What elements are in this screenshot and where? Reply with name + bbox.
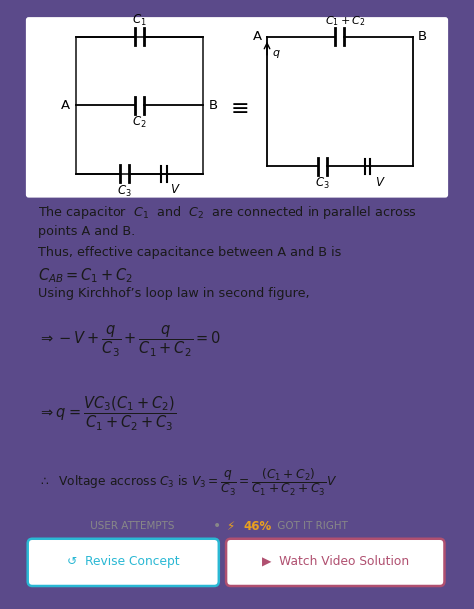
Text: ⚡: ⚡ [226, 520, 234, 533]
FancyBboxPatch shape [27, 539, 219, 586]
Text: $C_2$: $C_2$ [132, 115, 147, 130]
Text: GOT IT RIGHT: GOT IT RIGHT [274, 521, 348, 532]
Text: $\therefore$  Voltage accross $C_3$ is $V_3 = \dfrac{q}{C_3} = \dfrac{(C_1 + C_2: $\therefore$ Voltage accross $C_3$ is $V… [38, 467, 337, 498]
FancyBboxPatch shape [226, 539, 445, 586]
Text: Thus, effective capacitance between A and B is: Thus, effective capacitance between A an… [38, 246, 341, 259]
Text: $C_1 + C_2$: $C_1 + C_2$ [325, 15, 365, 29]
Text: $\Rightarrow -V + \dfrac{q}{C_3} + \dfrac{q}{C_1 + C_2} = 0$: $\Rightarrow -V + \dfrac{q}{C_3} + \dfra… [38, 323, 221, 359]
Text: $\Rightarrow q = \dfrac{VC_3(C_1 + C_2)}{C_1 + C_2 + C_3}$: $\Rightarrow q = \dfrac{VC_3(C_1 + C_2)}… [38, 395, 176, 434]
Text: $\mathit{C_{AB}} = C_1 + C_2$: $\mathit{C_{AB}} = C_1 + C_2$ [38, 267, 133, 285]
Text: 1438: 1438 [50, 520, 83, 533]
Text: A: A [61, 99, 71, 112]
Text: ▶  Watch Video Solution: ▶ Watch Video Solution [262, 555, 409, 568]
Text: A: A [253, 30, 262, 43]
Text: $C_3$: $C_3$ [117, 183, 132, 199]
Text: ✏: ✏ [38, 520, 47, 533]
Text: $V$: $V$ [374, 176, 385, 189]
Text: 46%: 46% [243, 520, 272, 533]
Text: points A and B.: points A and B. [38, 225, 135, 238]
Text: The capacitor  $\mathit{C_1}$  and  $\mathit{C_2}$  are connected in parallel ac: The capacitor $\mathit{C_1}$ and $\mathi… [38, 204, 417, 221]
Text: B: B [418, 30, 427, 43]
Text: B: B [209, 99, 218, 112]
Text: $\equiv$: $\equiv$ [226, 97, 248, 118]
Text: $V$: $V$ [171, 183, 181, 197]
Text: •: • [212, 519, 221, 533]
Text: USER ATTEMPTS: USER ATTEMPTS [87, 521, 174, 532]
Text: $C_1$: $C_1$ [132, 13, 147, 29]
Text: ↺  Revise Concept: ↺ Revise Concept [67, 555, 180, 568]
Text: Using Kirchhof’s loop law in second figure,: Using Kirchhof’s loop law in second figu… [38, 287, 310, 300]
Text: $q$: $q$ [272, 48, 280, 60]
FancyBboxPatch shape [26, 17, 448, 197]
Text: $C_3$: $C_3$ [315, 176, 330, 191]
